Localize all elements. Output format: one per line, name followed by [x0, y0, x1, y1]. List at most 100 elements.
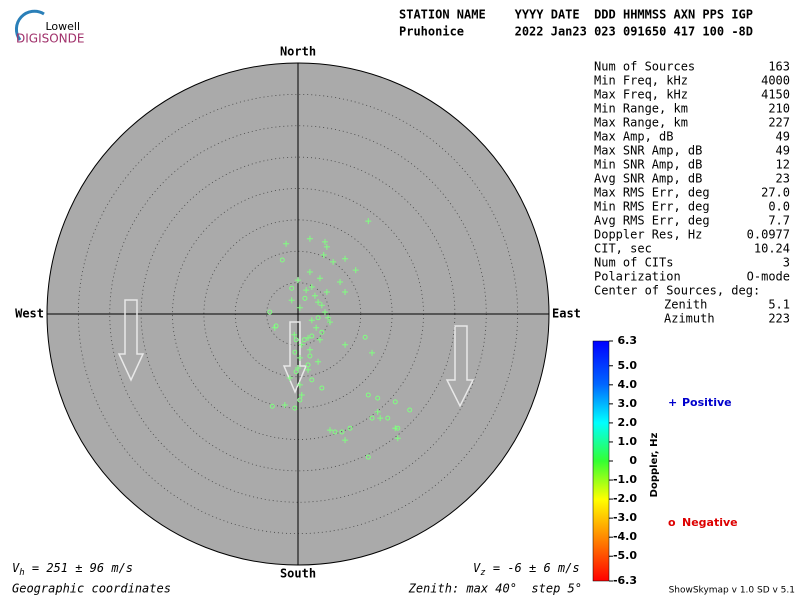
point-positive	[374, 408, 381, 415]
stat-label: Max Range, km	[594, 116, 688, 130]
stat-label: Min Range, km	[594, 102, 688, 116]
stat-label: Max SNR Amp, dB	[594, 144, 702, 158]
point-negative	[319, 385, 325, 391]
logo-top: Lowell	[45, 20, 80, 33]
point-positive	[305, 366, 312, 373]
point-negative	[385, 415, 391, 421]
point-negative	[279, 257, 285, 263]
vz-text: Vz = -6 ± 6 m/s	[473, 561, 580, 578]
logo-arc	[15, 9, 45, 41]
point-negative	[301, 337, 307, 343]
stat-value: 27.0	[761, 186, 790, 200]
crosshair	[47, 63, 549, 565]
stat-label: Min Freq, kHz	[594, 74, 688, 88]
stat-value: 163	[768, 60, 790, 74]
stat-label: CIT, sec	[594, 242, 652, 256]
legend: + Positive o Negative	[668, 396, 738, 529]
dir-south: South	[280, 567, 316, 581]
point-negative	[309, 377, 315, 383]
stat-value: 0.0977	[747, 228, 790, 242]
point-positive	[318, 302, 325, 309]
point-positive	[313, 324, 320, 331]
point-negative	[302, 295, 308, 301]
stat-value: 4150	[761, 88, 790, 102]
stat-value: 10.24	[754, 242, 790, 256]
colorbar	[592, 340, 610, 582]
point-negative	[407, 407, 413, 413]
point-positive	[323, 243, 330, 250]
stat-label: Avg SNR Amp, dB	[594, 172, 702, 186]
point-positive	[298, 341, 305, 348]
point-negative	[293, 369, 299, 375]
stat-label: Doppler Res, Hz	[594, 228, 702, 242]
point-negative	[347, 425, 353, 431]
point-positive	[327, 427, 334, 434]
point-positive	[342, 289, 349, 296]
point-negative	[339, 429, 345, 435]
point-positive	[296, 381, 303, 388]
point-positive	[321, 238, 328, 245]
point-negative	[293, 337, 299, 343]
stat-value: 3	[783, 256, 790, 270]
center-value: 5.1	[768, 298, 790, 312]
vz-sub: z	[480, 568, 485, 578]
zenith-label: Zenith: max 40° step 5°	[408, 582, 582, 596]
point-positive	[308, 284, 315, 291]
coords-label: Geographic coordinates	[12, 582, 171, 596]
vz-value: = -6 ± 6 m/s	[486, 561, 580, 575]
point-positive	[306, 268, 313, 275]
point-positive	[392, 425, 399, 432]
point-positive	[315, 358, 322, 365]
stat-label: Num of Sources	[594, 60, 695, 74]
colorbar-label: Doppler, Hz	[649, 433, 660, 498]
vz: Vz = -6 ± 6 m/s	[473, 561, 580, 578]
stat-value: 49	[776, 130, 790, 144]
colorbar-tick-label: 2.0	[618, 416, 638, 429]
point-positive	[316, 275, 323, 282]
point-negative	[305, 362, 311, 368]
point-positive	[311, 292, 318, 299]
header-line-1: STATION NAME YYYY DATE DDD HHMMSS AXN PP…	[399, 8, 753, 22]
point-positive	[365, 218, 372, 225]
point-negative	[365, 454, 371, 460]
stat-label: Num of CITs	[594, 256, 673, 270]
point-positive	[291, 331, 298, 338]
point-negative	[309, 333, 315, 339]
colorbar-tick-label: 5.0	[618, 359, 638, 372]
dir-east: East	[552, 307, 581, 321]
point-negative	[297, 397, 303, 403]
stat-value: 210	[768, 102, 790, 116]
arrows	[117, 299, 475, 408]
point-positive	[306, 346, 313, 353]
logo-bottom: DIGISONDE	[16, 32, 84, 46]
legend-marker: +	[668, 396, 677, 409]
stats-table: Num of Sources 163 Min Freq, kHz 4000 Max Fr…	[594, 60, 790, 326]
colorbar-ticks: 6.3 5.0 4.0 3.0 2.0 1.0 0 -1.0 -2.0 -3.0 -4.0 -5.0 -…	[609, 334, 637, 587]
point-negative	[292, 405, 298, 411]
vh: Vh = 251 ± 96 m/s	[12, 561, 133, 578]
stat-label: Avg RMS Err, deg	[594, 214, 710, 228]
colorbar-tick-label: 1.0	[618, 435, 638, 448]
legend-label: Positive	[682, 396, 732, 409]
arrow	[282, 321, 308, 394]
stat-label: Max Freq, kHz	[594, 88, 688, 102]
stat-value: 0.0	[768, 200, 790, 214]
arrow	[117, 299, 145, 382]
point-negative	[292, 349, 298, 355]
point-negative	[307, 353, 313, 359]
point-negative	[395, 425, 401, 431]
point-positive	[337, 278, 344, 285]
points	[267, 218, 413, 460]
point-positive	[330, 258, 337, 265]
point-positive	[377, 415, 384, 422]
point-positive	[315, 299, 322, 306]
point-positive	[320, 252, 327, 259]
point-positive	[296, 354, 303, 361]
point-positive	[323, 289, 330, 296]
vh-symbol: V	[12, 561, 20, 575]
center-label: Azimuth	[664, 312, 715, 326]
colorbar-tick-label: 3.0	[618, 397, 638, 410]
colorbar-tick-label: 6.3	[618, 334, 638, 347]
point-positive	[325, 314, 332, 321]
stat-label: Min SNR Amp, dB	[594, 158, 702, 172]
